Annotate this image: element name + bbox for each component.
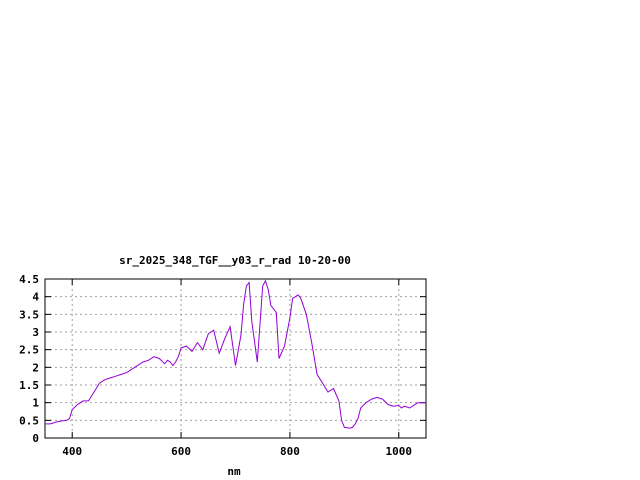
series-layer — [45, 279, 426, 429]
spectrum-line — [45, 279, 426, 429]
chart-title: sr_2025_348_TGF__y03_r_rad 10-20-00 — [119, 254, 351, 267]
tick-layer: 0 0.5 1 1.5 2 2.5 3 3.5 4 4.5 400 600 800 1000 — [19, 273, 426, 458]
y-tick-label: 2.5 — [19, 344, 39, 357]
y-tick-label: 3.5 — [19, 308, 39, 321]
x-tick-label: 400 — [62, 445, 82, 458]
x-tick-label: 1000 — [386, 445, 413, 458]
y-tick-label: 3 — [32, 326, 39, 339]
y-tick-label: 4 — [32, 291, 39, 304]
y-tick-label: 1.5 — [19, 379, 39, 392]
y-tick-label: 4.5 — [19, 273, 39, 286]
y-tick-label: 2 — [32, 361, 39, 374]
x-tick-label: 600 — [171, 445, 191, 458]
x-tick-label: 800 — [280, 445, 300, 458]
y-tick-label: 0 — [32, 432, 39, 445]
y-tick-label: 0.5 — [19, 414, 39, 427]
plot-frame — [44, 278, 427, 439]
grid-layer — [45, 279, 426, 438]
y-tick-label: 1 — [32, 397, 39, 410]
x-axis-label: nm — [227, 465, 241, 478]
